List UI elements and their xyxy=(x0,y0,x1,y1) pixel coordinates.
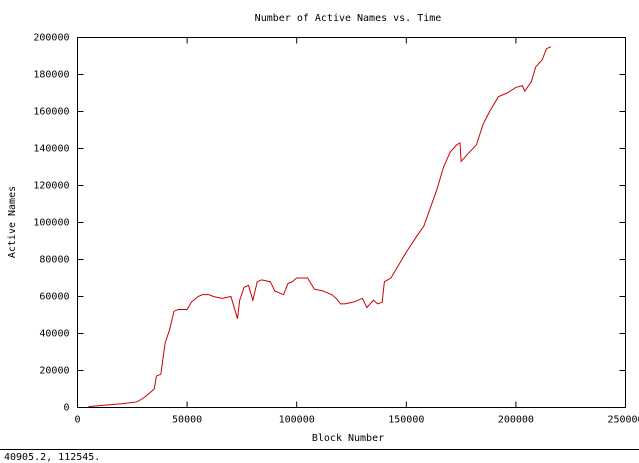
data-line xyxy=(88,46,552,408)
y-tick-label: 120000 xyxy=(33,181,69,192)
chart-title: Number of Active Names vs. Time xyxy=(255,13,442,24)
x-tick-label: 200000 xyxy=(498,415,534,426)
y-tick-label: 140000 xyxy=(33,144,69,155)
y-tick-label: 180000 xyxy=(33,70,69,81)
x-tick-label: 50000 xyxy=(172,415,202,426)
y-tick-label: 20000 xyxy=(39,366,69,377)
y-tick-label: 80000 xyxy=(39,255,69,266)
x-tick-label: 150000 xyxy=(388,415,424,426)
y-axis-label: Active Names xyxy=(7,186,18,258)
x-tick-label: 100000 xyxy=(279,415,315,426)
x-axis-label: Block Number xyxy=(312,433,384,444)
y-tick-label: 200000 xyxy=(33,33,69,44)
status-text: 40905.2, 112545. xyxy=(4,452,100,463)
y-tick-label: 40000 xyxy=(39,329,69,340)
y-tick-label: 60000 xyxy=(39,292,69,303)
y-tick-label: 100000 xyxy=(33,218,69,229)
x-tick-label: 250000 xyxy=(607,415,639,426)
x-tick-label: 0 xyxy=(74,415,80,426)
y-tick-label: 0 xyxy=(63,403,69,414)
y-tick-label: 160000 xyxy=(33,107,69,118)
